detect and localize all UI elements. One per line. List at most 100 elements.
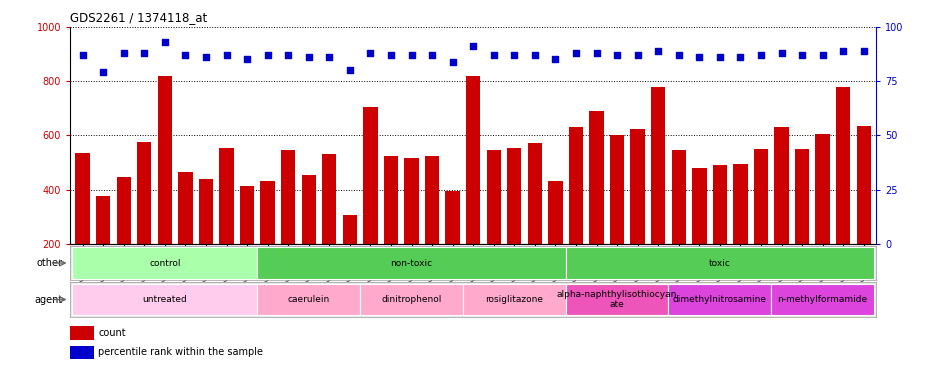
Bar xyxy=(281,150,295,298)
Point xyxy=(589,50,604,56)
Text: untreated: untreated xyxy=(142,295,187,304)
FancyBboxPatch shape xyxy=(72,248,257,279)
Point xyxy=(609,52,624,58)
Bar xyxy=(733,164,747,298)
Point xyxy=(178,52,193,58)
Bar xyxy=(343,215,357,298)
Bar xyxy=(198,179,212,298)
Text: count: count xyxy=(98,328,126,338)
Bar xyxy=(95,196,110,298)
Point xyxy=(157,39,172,45)
Point xyxy=(548,56,563,63)
Point xyxy=(240,56,255,63)
Text: dimethylnitrosamine: dimethylnitrosamine xyxy=(672,295,766,304)
Bar xyxy=(384,156,398,298)
FancyBboxPatch shape xyxy=(257,248,565,279)
FancyBboxPatch shape xyxy=(359,284,462,315)
FancyBboxPatch shape xyxy=(565,248,873,279)
FancyBboxPatch shape xyxy=(565,284,667,315)
Bar xyxy=(609,136,623,298)
Point xyxy=(711,54,726,60)
Point xyxy=(383,52,398,58)
Point xyxy=(691,54,706,60)
Point xyxy=(856,48,870,54)
Bar xyxy=(260,182,274,298)
Bar xyxy=(548,182,562,298)
Point xyxy=(321,54,336,60)
FancyBboxPatch shape xyxy=(770,284,873,315)
Point xyxy=(773,50,788,56)
Text: agent: agent xyxy=(34,295,62,305)
Bar xyxy=(589,111,603,298)
Point xyxy=(650,48,665,54)
Point xyxy=(465,43,480,50)
Text: non-toxic: non-toxic xyxy=(390,258,432,268)
Point xyxy=(445,58,460,65)
Text: GDS2261 / 1374118_at: GDS2261 / 1374118_at xyxy=(70,11,207,24)
Text: percentile rank within the sample: percentile rank within the sample xyxy=(98,347,263,358)
Bar xyxy=(671,150,685,298)
Bar xyxy=(568,127,582,298)
Bar xyxy=(527,144,541,298)
Point xyxy=(753,52,768,58)
Bar xyxy=(240,185,254,298)
Bar xyxy=(445,191,460,298)
Point xyxy=(219,52,234,58)
Point xyxy=(424,52,439,58)
Point xyxy=(116,50,131,56)
Bar xyxy=(712,165,726,298)
Bar xyxy=(424,156,439,298)
Bar xyxy=(363,107,377,298)
Bar xyxy=(753,149,768,298)
Point xyxy=(732,54,747,60)
Bar xyxy=(404,159,418,298)
Bar xyxy=(692,168,706,298)
Bar xyxy=(856,126,870,298)
Bar xyxy=(322,154,336,298)
Bar xyxy=(219,147,233,298)
Text: caerulein: caerulein xyxy=(287,295,329,304)
Bar xyxy=(157,76,172,298)
Point xyxy=(835,48,850,54)
Bar xyxy=(178,172,193,298)
Text: alpha-naphthylisothiocyan
ate: alpha-naphthylisothiocyan ate xyxy=(556,290,677,309)
Point xyxy=(260,52,275,58)
Point xyxy=(137,50,152,56)
Bar xyxy=(465,76,480,298)
Point xyxy=(486,52,501,58)
Bar xyxy=(630,129,644,298)
FancyBboxPatch shape xyxy=(257,284,359,315)
FancyBboxPatch shape xyxy=(72,284,257,315)
FancyBboxPatch shape xyxy=(667,284,770,315)
Bar xyxy=(486,150,501,298)
Text: dinitrophenol: dinitrophenol xyxy=(381,295,441,304)
Point xyxy=(506,52,521,58)
Bar xyxy=(506,147,521,298)
Bar xyxy=(835,86,850,298)
Point xyxy=(75,52,90,58)
Bar xyxy=(794,149,809,298)
Bar xyxy=(773,127,788,298)
Bar xyxy=(301,175,315,298)
Point xyxy=(281,52,296,58)
Point xyxy=(670,52,685,58)
FancyBboxPatch shape xyxy=(462,284,565,315)
Bar xyxy=(116,177,131,298)
Point xyxy=(630,52,645,58)
Point xyxy=(794,52,809,58)
Bar xyxy=(814,134,829,298)
Text: rosiglitazone: rosiglitazone xyxy=(485,295,543,304)
Point xyxy=(198,54,213,60)
Text: control: control xyxy=(149,258,181,268)
Text: toxic: toxic xyxy=(709,258,730,268)
Point xyxy=(95,70,110,76)
Point xyxy=(403,52,418,58)
Point xyxy=(362,50,377,56)
Point xyxy=(568,50,583,56)
Bar xyxy=(137,142,152,298)
Bar xyxy=(70,346,95,359)
Bar xyxy=(75,153,90,298)
Point xyxy=(300,54,315,60)
Text: other: other xyxy=(37,258,62,268)
Point xyxy=(342,67,357,73)
